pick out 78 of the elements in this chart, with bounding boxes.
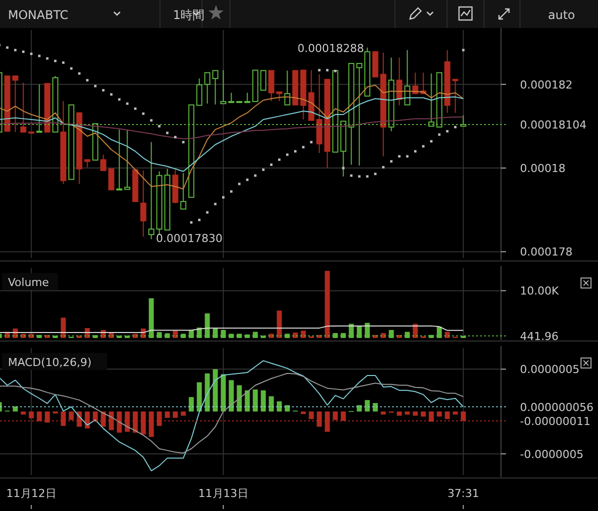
bar	[236, 385, 242, 412]
chart-title: MONABTC	[8, 8, 68, 22]
candlestick	[12, 76, 18, 133]
ref-line-label: 0.00018104	[520, 118, 586, 132]
bar	[220, 374, 226, 412]
candlestick	[228, 92, 234, 104]
bar	[188, 397, 194, 412]
x-tick-label: 11月13日	[198, 487, 248, 500]
candlestick	[212, 70, 218, 105]
bar	[452, 412, 458, 415]
bar	[228, 380, 234, 412]
candlestick	[196, 78, 202, 106]
bar	[172, 330, 178, 338]
candlestick	[100, 154, 106, 172]
candlestick	[404, 50, 410, 106]
candlestick	[452, 78, 458, 114]
candlestick	[116, 129, 122, 190]
y-tick-label: 10.00K	[520, 284, 560, 298]
candlestick	[108, 168, 114, 190]
y-tick-label: 0.000178	[520, 246, 572, 259]
bar	[196, 382, 202, 412]
bar	[300, 330, 306, 338]
bar	[284, 405, 290, 412]
candlestick	[396, 57, 402, 106]
candlestick	[148, 142, 154, 240]
candlestick	[220, 70, 226, 104]
candlestick	[276, 91, 282, 102]
text: auto	[548, 8, 576, 22]
bar	[420, 412, 426, 417]
line-series	[0, 116, 464, 140]
bar	[396, 412, 402, 416]
text: MACD(10,26,9)	[8, 356, 92, 369]
bar	[404, 412, 410, 415]
bar	[356, 405, 362, 412]
candlestick	[204, 72, 210, 104]
x-tick-label: 11月12日	[6, 487, 56, 500]
bar	[180, 412, 186, 416]
bar	[300, 412, 306, 414]
bar	[204, 373, 210, 412]
candlestick	[244, 92, 250, 104]
ref-line-label: -0.00000011	[520, 414, 590, 428]
bar	[412, 412, 418, 416]
bar	[324, 270, 330, 338]
candlestick	[20, 82, 26, 133]
candlestick	[284, 70, 290, 106]
candlestick	[268, 70, 274, 102]
bar	[436, 412, 442, 417]
bar	[372, 403, 378, 412]
ref-line-label: 0.000000056	[520, 400, 594, 414]
bar	[172, 412, 178, 418]
y-tick-label: 0.000182	[520, 78, 572, 92]
candlestick	[140, 170, 146, 238]
text: Volume	[8, 276, 50, 289]
bar	[20, 412, 26, 415]
bar	[164, 412, 170, 418]
ref-line-label: 441.96	[520, 330, 558, 343]
bar	[212, 369, 218, 412]
y-tick-label: -0.0000005	[520, 448, 584, 461]
candlestick	[180, 172, 186, 210]
annotation: 0.00018288	[298, 42, 364, 55]
bar	[260, 390, 266, 412]
candlestick	[260, 70, 266, 91]
bar	[252, 389, 258, 412]
bar	[60, 318, 66, 338]
bar	[244, 390, 250, 412]
y-tick-label: 0.00018	[520, 162, 566, 176]
candlestick	[356, 62, 362, 166]
annotation: 0.00017830	[156, 232, 222, 245]
y-tick-label: 0.0000005	[520, 363, 580, 376]
bar	[28, 412, 34, 418]
bar	[268, 396, 274, 412]
bar	[276, 401, 282, 412]
line-series	[0, 372, 464, 454]
bar	[276, 310, 282, 338]
x-tick-label: 37:31	[447, 487, 480, 500]
bar	[364, 400, 370, 412]
bar	[380, 412, 386, 415]
candlestick	[124, 130, 130, 190]
